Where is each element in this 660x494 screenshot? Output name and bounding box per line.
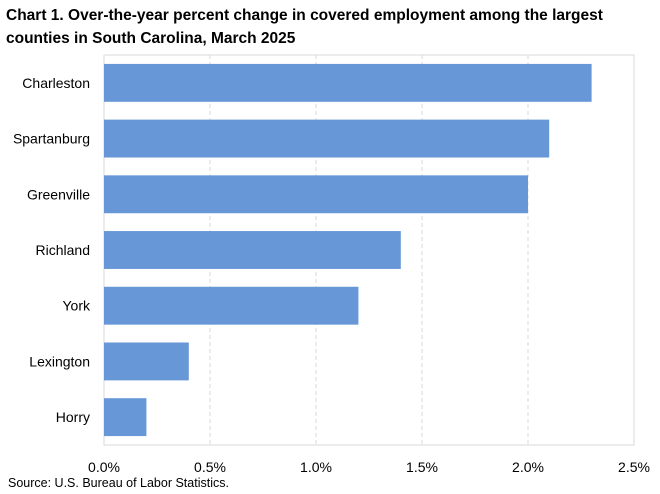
bars	[104, 63, 592, 437]
category-label: Richland	[36, 242, 90, 258]
x-tick-label: 1.0%	[300, 459, 332, 475]
category-label: Horry	[56, 409, 90, 425]
bar-charleston	[104, 63, 592, 102]
category-label: Spartanburg	[13, 131, 90, 147]
bar-spartanburg	[104, 119, 550, 158]
bar-york	[104, 286, 359, 325]
x-tick-label: 0.0%	[88, 459, 120, 475]
bar-lexington	[104, 342, 189, 381]
x-tick-label: 2.5%	[618, 459, 650, 475]
x-tick-label: 2.0%	[512, 459, 544, 475]
category-labels: Charleston Spartanburg Greenville Richland Y…	[13, 75, 91, 425]
bar-richland	[104, 231, 401, 269]
x-tick-label: 0.5%	[194, 459, 226, 475]
category-label: Greenville	[27, 186, 90, 202]
chart-title: Chart 1. Over-the-year percent change in…	[6, 7, 603, 47]
x-tick-label: 1.5%	[406, 459, 438, 475]
bar-horry	[104, 398, 147, 437]
source-note: Source: U.S. Bureau of Labor Statistics.	[8, 476, 229, 490]
x-tick-labels: 0.0% 0.5% 1.0% 1.5% 2.0% 2.5%	[88, 459, 650, 475]
bar-greenville	[104, 175, 528, 214]
category-label: Lexington	[29, 353, 90, 369]
category-label: York	[62, 298, 91, 314]
category-label: Charleston	[22, 75, 90, 91]
